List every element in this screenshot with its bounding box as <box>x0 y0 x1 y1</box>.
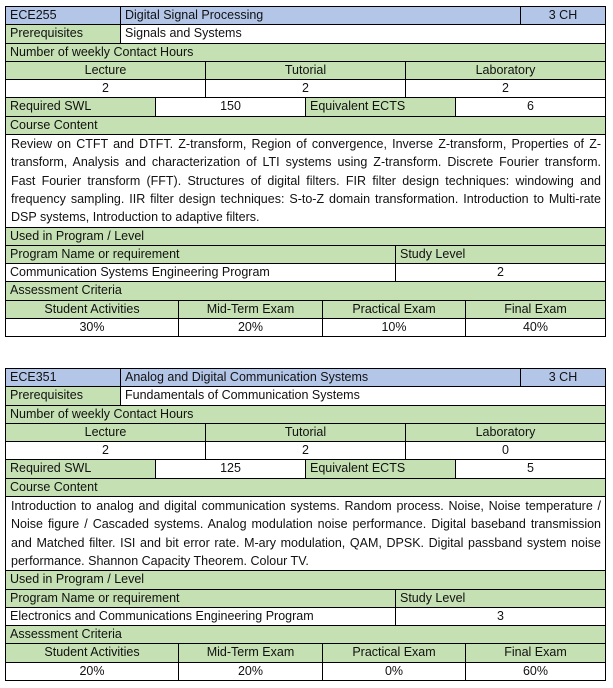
program-name-value: Electronics and Communications Engineeri… <box>6 607 396 627</box>
prerequisites-label: Prerequisites <box>6 25 121 44</box>
study-level-value: 3 <box>396 607 606 627</box>
assessment-label: Assessment Criteria <box>6 282 606 301</box>
lecture-hours: 2 <box>6 442 206 461</box>
laboratory-hours: 0 <box>406 442 606 461</box>
study-level-value: 2 <box>396 264 606 283</box>
course-code: ECE255 <box>6 7 121 26</box>
final-value: 40% <box>466 319 606 338</box>
program-name-label: Program Name or requirement <box>6 589 396 608</box>
student-activities-value: 30% <box>6 319 179 338</box>
contact-hours-label: Number of weekly Contact Hours <box>6 405 606 424</box>
tutorial-label: Tutorial <box>206 423 406 443</box>
tutorial-label: Tutorial <box>206 61 406 81</box>
student-activities-label: Student Activities <box>6 644 179 663</box>
required-swl-label: Required SWL <box>6 98 156 117</box>
final-label: Final Exam <box>466 644 606 663</box>
student-activities-label: Student Activities <box>6 300 179 320</box>
study-level-label: Study Level <box>396 589 606 608</box>
ects-value: 5 <box>456 460 606 479</box>
course-table-ece255: ECE255 Digital Signal Processing 3 CH Pr… <box>5 6 606 338</box>
final-label: Final Exam <box>466 300 606 320</box>
student-activities-value: 20% <box>6 662 179 682</box>
laboratory-hours: 2 <box>406 80 606 99</box>
contact-hours-label: Number of weekly Contact Hours <box>6 43 606 62</box>
midterm-value: 20% <box>179 662 323 682</box>
course-title: Digital Signal Processing <box>121 7 521 26</box>
required-swl-label: Required SWL <box>6 460 156 479</box>
program-name-value: Communication Systems Engineering Progra… <box>6 264 396 283</box>
course-table-ece351: ECE351 Analog and Digital Communication … <box>5 368 606 682</box>
tutorial-hours: 2 <box>206 442 406 461</box>
program-name-label: Program Name or requirement <box>6 245 396 265</box>
tutorial-hours: 2 <box>206 80 406 99</box>
lecture-label: Lecture <box>6 61 206 81</box>
practical-value: 10% <box>323 319 466 338</box>
credit-hours: 3 CH <box>521 369 606 388</box>
course-code: ECE351 <box>6 369 121 388</box>
ects-label: Equivalent ECTS <box>306 98 456 117</box>
practical-label: Practical Exam <box>323 300 466 320</box>
course-header-row: ECE255 Digital Signal Processing 3 CH <box>6 7 606 26</box>
course-title: Analog and Digital Communication Systems <box>121 369 521 388</box>
laboratory-label: Laboratory <box>406 61 606 81</box>
prerequisites-value: Signals and Systems <box>121 25 606 44</box>
midterm-value: 20% <box>179 319 323 338</box>
practical-label: Practical Exam <box>323 644 466 663</box>
course-content-text: Introduction to analog and digital commu… <box>6 497 606 572</box>
used-in-label: Used in Program / Level <box>6 571 606 590</box>
midterm-label: Mid-Term Exam <box>179 644 323 663</box>
laboratory-label: Laboratory <box>406 423 606 443</box>
course-content-label: Course Content <box>6 478 606 498</box>
ects-value: 6 <box>456 98 606 117</box>
assessment-label: Assessment Criteria <box>6 626 606 645</box>
prerequisites-label: Prerequisites <box>6 387 121 406</box>
midterm-label: Mid-Term Exam <box>179 300 323 320</box>
required-swl-value: 125 <box>156 460 306 479</box>
lecture-label: Lecture <box>6 423 206 443</box>
credit-hours: 3 CH <box>521 7 606 26</box>
course-header-row: ECE351 Analog and Digital Communication … <box>6 369 606 388</box>
ects-label: Equivalent ECTS <box>306 460 456 479</box>
course-content-text: Review on CTFT and DTFT. Z-transform, Re… <box>6 135 606 228</box>
final-value: 60% <box>466 662 606 682</box>
prerequisites-value: Fundamentals of Communication Systems <box>121 387 606 406</box>
lecture-hours: 2 <box>6 80 206 99</box>
used-in-label: Used in Program / Level <box>6 227 606 246</box>
course-content-label: Course Content <box>6 116 606 136</box>
study-level-label: Study Level <box>396 245 606 265</box>
required-swl-value: 150 <box>156 98 306 117</box>
practical-value: 0% <box>323 662 466 682</box>
